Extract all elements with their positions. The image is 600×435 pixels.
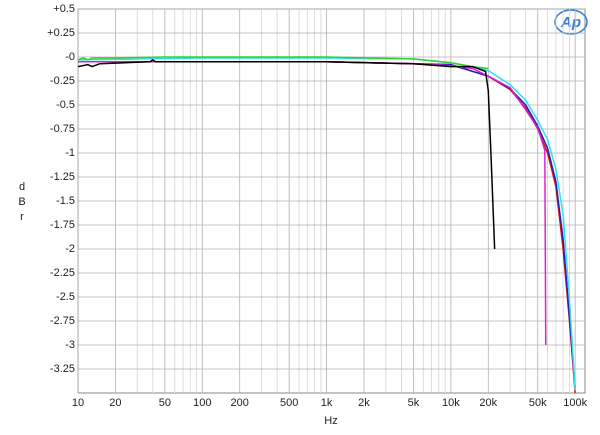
y-tick-label: -3.25 xyxy=(50,363,75,375)
x-tick-label: 50k xyxy=(529,397,547,409)
x-tick-label: 1k xyxy=(321,397,333,409)
series-line xyxy=(77,56,489,70)
y-tick-label: -1 xyxy=(65,147,75,159)
y-tick-label: -2.25 xyxy=(50,267,75,279)
y-tick-label: -3 xyxy=(65,339,75,351)
y-tick-label: -0.75 xyxy=(50,123,75,135)
series-line xyxy=(77,58,496,250)
y-tick-label: -1.25 xyxy=(50,171,75,183)
logo: Ap xyxy=(560,14,581,31)
x-tick-label: 20k xyxy=(479,397,497,409)
logo-ring xyxy=(554,9,588,35)
x-tick-label: 10 xyxy=(72,397,84,409)
x-tick-label: 5k xyxy=(408,397,420,409)
y-axis-label: dBr xyxy=(18,181,26,223)
x-tick-label: 500 xyxy=(280,397,298,409)
y-tick-label: +0.25 xyxy=(47,27,75,39)
y-tick-label: -1.75 xyxy=(50,219,75,231)
x-tick-label: 50 xyxy=(159,397,171,409)
x-tick-label: 2k xyxy=(358,397,370,409)
x-tick-label: 10k xyxy=(442,397,460,409)
x-tick-label: 20 xyxy=(109,397,121,409)
x-tick-label: 100k xyxy=(563,397,587,409)
y-tick-label: +0.5 xyxy=(53,3,75,15)
x-tick-label: 200 xyxy=(231,397,249,409)
y-tick-label: -0.25 xyxy=(50,75,75,87)
y-tick-label: -2.75 xyxy=(50,315,75,327)
x-axis-label: Hz xyxy=(324,415,337,427)
y-tick-label: -2.5 xyxy=(56,291,75,303)
series-line xyxy=(77,57,576,391)
y-tick-label: -1.5 xyxy=(56,195,75,207)
x-tick-label: 100 xyxy=(193,397,211,409)
y-tick-label: -2 xyxy=(65,243,75,255)
y-tick-label: -0.5 xyxy=(56,99,75,111)
y-tick-label: -0 xyxy=(65,51,75,63)
